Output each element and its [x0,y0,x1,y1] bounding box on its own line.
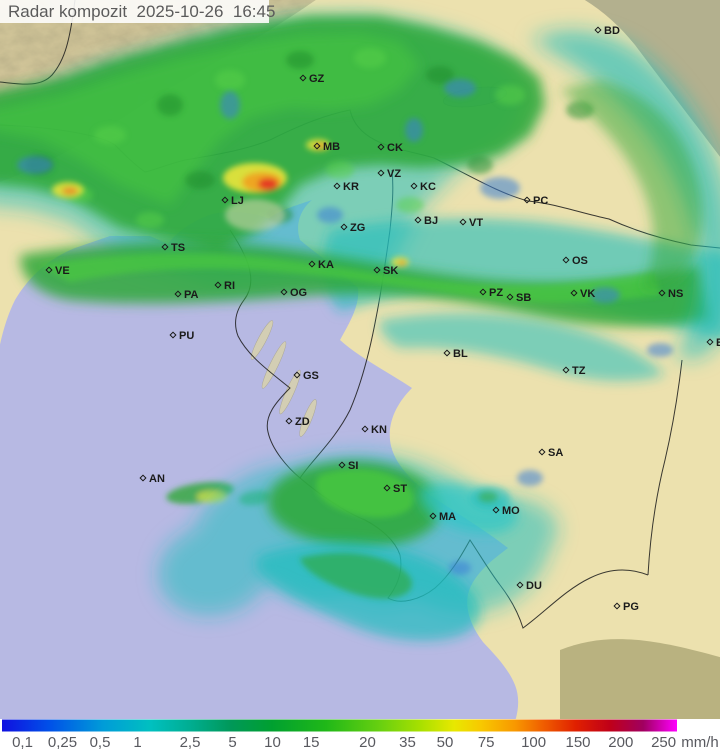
svg-text:15: 15 [303,734,320,751]
svg-text:PZ: PZ [489,287,503,299]
svg-text:0,1: 0,1 [12,734,33,751]
svg-text:mm/h: mm/h [681,734,719,751]
svg-text:TS: TS [171,242,185,254]
svg-text:RI: RI [224,280,235,292]
svg-text:SB: SB [516,292,531,304]
svg-text:Radar kompozit 2025-10-26 16: Radar kompozit 2025-10-26 16:45 [8,2,275,21]
svg-text:2,5: 2,5 [180,734,201,751]
svg-text:OS: OS [572,255,588,267]
svg-text:BJ: BJ [424,215,438,227]
svg-text:LJ: LJ [231,195,244,207]
svg-text:150: 150 [565,734,590,751]
svg-text:SA: SA [548,447,563,459]
svg-text:PA: PA [184,289,199,301]
svg-text:DU: DU [526,580,542,592]
svg-text:SI: SI [348,460,358,472]
svg-text:KR: KR [343,181,359,193]
svg-text:GS: GS [303,370,319,382]
svg-text:PU: PU [179,330,194,342]
svg-text:CK: CK [387,142,403,154]
svg-text:NS: NS [668,288,683,300]
svg-text:SK: SK [383,265,398,277]
svg-text:ST: ST [393,483,407,495]
svg-text:BL: BL [453,348,468,360]
svg-text:PC: PC [533,195,548,207]
svg-text:200: 200 [608,734,633,751]
svg-text:AN: AN [149,473,165,485]
svg-text:KC: KC [420,181,436,193]
svg-text:20: 20 [359,734,376,751]
svg-text:PG: PG [623,601,639,613]
svg-text:GZ: GZ [309,73,325,85]
svg-text:VT: VT [469,217,483,229]
svg-text:BD: BD [604,25,620,37]
svg-text:KA: KA [318,259,334,271]
svg-text:TZ: TZ [572,365,586,377]
svg-text:VZ: VZ [387,168,401,180]
svg-text:0,25: 0,25 [48,734,77,751]
svg-text:VK: VK [580,288,595,300]
svg-text:KN: KN [371,424,387,436]
svg-text:0,5: 0,5 [90,734,111,751]
svg-text:5: 5 [228,734,236,751]
svg-text:MO: MO [502,505,520,517]
svg-text:VE: VE [55,265,70,277]
svg-text:75: 75 [478,734,495,751]
svg-text:ZD: ZD [295,416,310,428]
svg-text:100: 100 [521,734,546,751]
svg-text:10: 10 [264,734,281,751]
svg-text:MA: MA [439,511,456,523]
svg-text:50: 50 [437,734,454,751]
svg-text:MB: MB [323,141,340,153]
svg-text:OG: OG [290,287,307,299]
svg-text:BG: BG [716,337,720,349]
svg-text:ZG: ZG [350,222,365,234]
svg-text:35: 35 [399,734,416,751]
svg-text:250: 250 [651,734,676,751]
svg-text:1: 1 [133,734,141,751]
